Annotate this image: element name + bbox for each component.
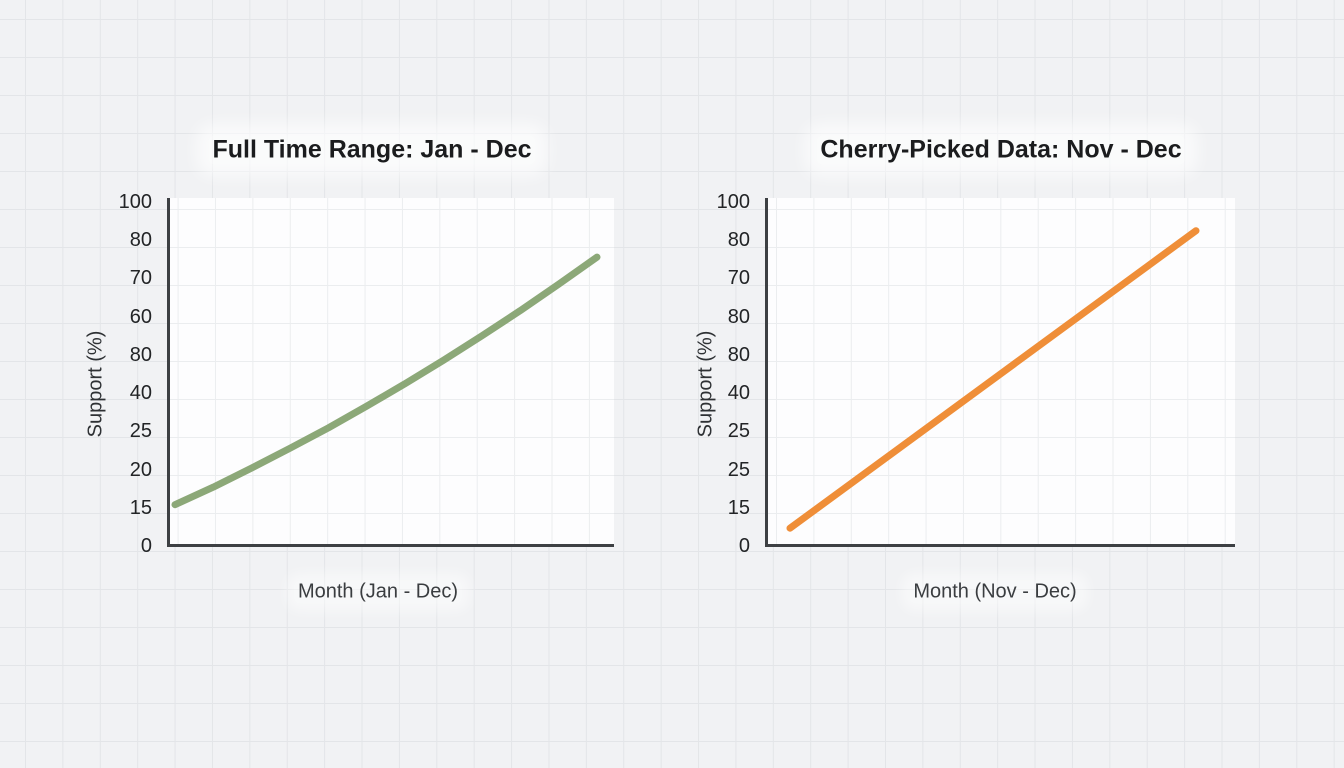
y-tick-label: 15 [129, 496, 152, 519]
line-series-orange [786, 227, 1200, 532]
y-tick-label: 100 [118, 191, 152, 213]
x-axis-label: Month (Nov - Dec) [909, 580, 1081, 604]
y-tick-label: 100 [716, 191, 750, 213]
y-tick-label: 25 [129, 420, 152, 443]
y-tick-label: 40 [727, 382, 750, 405]
y-tick-label: 80 [727, 305, 750, 328]
y-tick-label: 80 [727, 229, 750, 252]
y-tick-label: 80 [727, 343, 750, 366]
y-tick-label: 70 [727, 267, 750, 290]
y-tick-labels: 100 80 70 60 80 40 25 20 15 0 [60, 192, 152, 556]
chart-title: Full Time Range: Jan - Dec [208, 135, 536, 165]
y-axis-label: Support (%) [84, 330, 107, 438]
y-tick-label: 80 [129, 343, 152, 366]
plot-area [765, 198, 1235, 547]
y-tick-label: 0 [140, 534, 152, 557]
y-tick-label: 25 [727, 420, 750, 443]
y-tick-label: 15 [727, 496, 750, 519]
y-tick-label: 25 [727, 458, 750, 481]
y-tick-label: 20 [129, 458, 152, 481]
y-tick-label: 80 [129, 229, 152, 252]
y-tick-label: 60 [129, 305, 152, 328]
y-axis-label: Support (%) [694, 330, 717, 438]
line-series-green [171, 253, 601, 509]
y-tick-label: 0 [738, 534, 750, 557]
plot-area [167, 198, 614, 547]
x-axis-label: Month (Jan - Dec) [293, 580, 463, 604]
y-tick-labels: 100 80 70 80 80 40 25 25 15 0 [658, 192, 750, 556]
y-tick-label: 40 [129, 382, 152, 405]
chart-title: Cherry-Picked Data: Nov - Dec [816, 135, 1186, 165]
y-tick-label: 70 [129, 267, 152, 290]
